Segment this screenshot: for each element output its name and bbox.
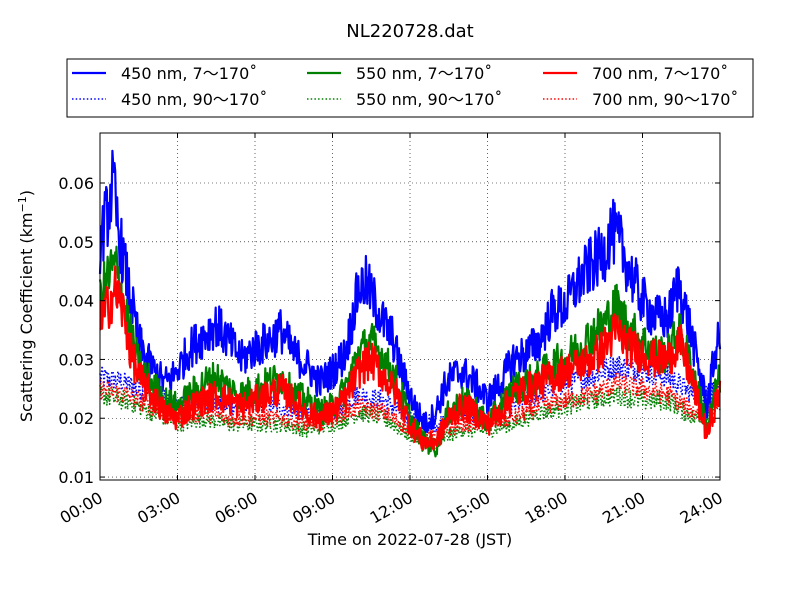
y-axis-label-main: Scattering Coefficient (km xyxy=(17,212,36,422)
y-axis-label-close: ) xyxy=(17,190,36,196)
series-line xyxy=(98,149,722,434)
legend-label: 700 nm, 7～170˚ xyxy=(592,64,728,83)
y-axis-label: Scattering Coefficient (km−1) xyxy=(16,190,36,422)
chart-title: NL220728.dat xyxy=(346,21,473,42)
legend: 450 nm, 7～170˚ 450 nm, 90～170˚ 550 nm, 7～1… xyxy=(66,58,754,118)
y-tick-label: 0.04 xyxy=(58,292,94,311)
y-tick-label: 0.01 xyxy=(58,468,94,487)
legend-label: 550 nm, 90～170˚ xyxy=(356,90,502,109)
legend-box xyxy=(66,58,754,118)
legend-items: 450 nm, 7～170˚ 450 nm, 90～170˚ 550 nm, 7～1… xyxy=(72,64,738,109)
x-tick-label: 12:00 xyxy=(367,488,416,528)
plot-series xyxy=(98,149,722,458)
x-tick-label: 24:00 xyxy=(677,488,726,528)
series-line xyxy=(99,265,722,451)
y-axis-label-superscript: −1 xyxy=(16,196,29,212)
y-tick-label: 0.05 xyxy=(58,233,94,252)
x-tick-label: 06:00 xyxy=(212,488,261,528)
x-tick-label: 18:00 xyxy=(522,488,571,528)
legend-label: 450 nm, 90～170˚ xyxy=(121,90,267,109)
x-tick-label: 00:00 xyxy=(57,488,106,528)
y-tick-label: 0.02 xyxy=(58,409,94,428)
y-tick-label: 0.06 xyxy=(58,174,94,193)
legend-label: 550 nm, 7～170˚ xyxy=(356,64,492,83)
legend-label: 450 nm, 7～170˚ xyxy=(121,64,257,83)
y-tick-label: 0.03 xyxy=(58,350,94,369)
x-tick-label: 15:00 xyxy=(444,488,493,528)
legend-label: 700 nm, 90～170˚ xyxy=(592,90,738,109)
x-axis-label: Time on 2022-07-28 (JST) xyxy=(307,530,512,549)
x-tick-label: 21:00 xyxy=(599,488,648,528)
x-tick-label: 09:00 xyxy=(289,488,338,528)
x-tick-label: 03:00 xyxy=(134,488,183,528)
